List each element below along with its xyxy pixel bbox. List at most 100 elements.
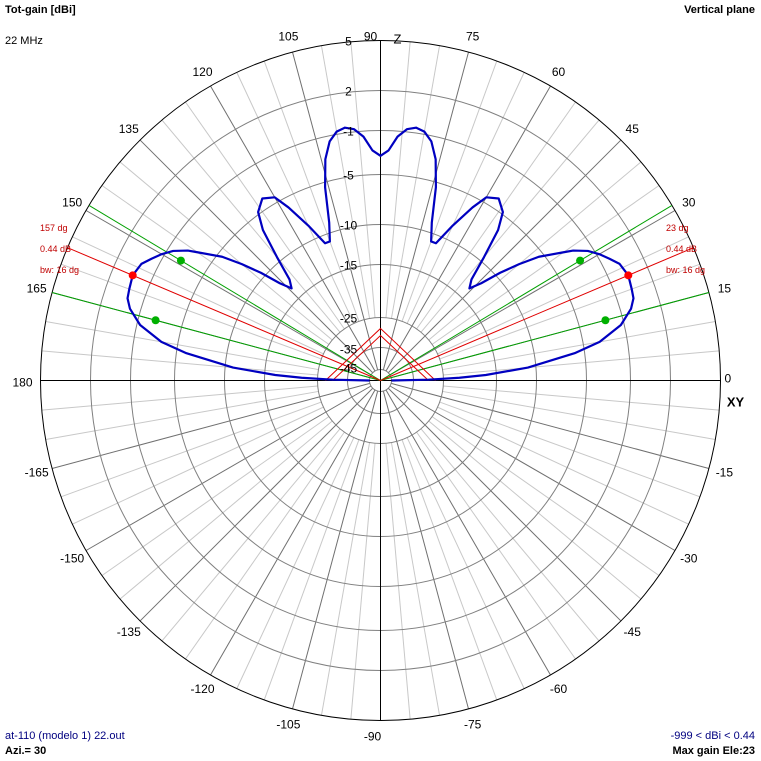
major-spoke bbox=[85, 385, 372, 551]
major-spoke bbox=[139, 139, 374, 374]
beam-marker-label: 0.44 dB bbox=[666, 244, 697, 254]
minor-spoke bbox=[401, 439, 498, 701]
max-gain-point bbox=[128, 271, 137, 280]
minor-spoke bbox=[60, 263, 322, 360]
minor-spoke bbox=[390, 442, 441, 716]
major-spoke bbox=[210, 85, 376, 372]
minor-spoke bbox=[72, 236, 324, 355]
angle-tick-label: 135 bbox=[119, 122, 139, 136]
ring-value-label: -5 bbox=[343, 169, 354, 183]
plot-title: Tot-gain [dBi] bbox=[5, 4, 76, 16]
frequency-label: 22 MHz bbox=[5, 35, 43, 47]
halfpower-line bbox=[380, 292, 710, 381]
halfpower-line bbox=[88, 204, 381, 381]
major-spoke bbox=[385, 85, 551, 372]
major-spoke bbox=[387, 387, 622, 622]
angle-tick-label: -45 bbox=[624, 625, 642, 639]
angle-tick-label: 90 bbox=[364, 30, 378, 44]
axis-label-xy: XY bbox=[727, 395, 745, 410]
grid-layer bbox=[40, 40, 721, 721]
minor-spoke bbox=[236, 72, 355, 324]
angle-tick-label: -150 bbox=[60, 552, 84, 566]
max-gain-point bbox=[624, 271, 633, 280]
axis-label-z: Z bbox=[394, 32, 402, 47]
angle-tick-label: -75 bbox=[464, 717, 482, 731]
minor-spoke bbox=[385, 41, 411, 318]
marker-layer bbox=[51, 204, 710, 381]
minor-spoke bbox=[416, 431, 576, 660]
minor-spoke bbox=[420, 119, 600, 333]
ring-value-label: 5 bbox=[345, 35, 352, 49]
minor-spoke bbox=[416, 101, 576, 330]
angle-tick-label: -30 bbox=[680, 552, 698, 566]
minor-spoke bbox=[431, 185, 660, 345]
minor-spoke bbox=[185, 101, 345, 330]
reference-triangle-inner bbox=[332, 334, 429, 381]
azimuth-label: Azi.= 30 bbox=[5, 745, 47, 757]
minor-spoke bbox=[263, 60, 360, 322]
major-spoke bbox=[389, 385, 676, 551]
ring-value-label: -10 bbox=[340, 219, 358, 233]
minor-spoke bbox=[161, 119, 341, 333]
major-spoke bbox=[85, 210, 372, 376]
beam-marker-label: 157 dg bbox=[40, 223, 68, 233]
halfpower-point bbox=[176, 256, 185, 265]
minor-spoke bbox=[320, 45, 371, 319]
major-spoke bbox=[382, 390, 469, 710]
minor-spoke bbox=[442, 320, 716, 371]
angle-tick-label: 150 bbox=[62, 196, 82, 210]
minor-spoke bbox=[428, 161, 642, 341]
ring-value-label: -45 bbox=[340, 362, 358, 376]
minor-spoke bbox=[439, 263, 701, 360]
beam-marker-label: 0.44 dB bbox=[40, 244, 71, 254]
ring-value-label: -25 bbox=[340, 312, 358, 326]
radiation-pattern bbox=[126, 126, 635, 382]
angle-tick-label: 15 bbox=[718, 281, 732, 295]
minor-spoke bbox=[101, 185, 330, 345]
minor-spoke bbox=[161, 428, 341, 642]
major-spoke bbox=[51, 382, 371, 469]
major-spoke bbox=[382, 51, 469, 371]
major-spoke bbox=[292, 390, 379, 710]
angle-tick-label: -60 bbox=[550, 682, 568, 696]
angle-tick-label: 120 bbox=[192, 65, 212, 79]
minor-spoke bbox=[320, 442, 371, 716]
minor-spoke bbox=[428, 420, 642, 600]
major-spoke bbox=[387, 139, 622, 374]
beam-marker-label: bw: 16 dg bbox=[40, 265, 79, 275]
major-spoke bbox=[139, 387, 374, 622]
minor-spoke bbox=[437, 236, 689, 355]
minor-spoke bbox=[442, 390, 716, 441]
minor-spoke bbox=[350, 443, 376, 720]
minor-spoke bbox=[41, 350, 318, 376]
minor-spoke bbox=[350, 41, 376, 318]
angle-tick-label: -120 bbox=[190, 682, 214, 696]
minor-spoke bbox=[431, 416, 660, 576]
minor-spoke bbox=[60, 401, 322, 498]
major-spoke bbox=[389, 210, 676, 376]
major-spoke bbox=[292, 51, 379, 371]
major-spoke bbox=[210, 389, 376, 676]
angle-tick-label: 75 bbox=[466, 30, 480, 44]
minor-spoke bbox=[443, 350, 720, 376]
halfpower-point bbox=[151, 316, 160, 325]
minor-spoke bbox=[236, 437, 355, 689]
minor-spoke bbox=[101, 416, 330, 576]
angle-tick-label: 45 bbox=[626, 122, 640, 136]
major-spoke bbox=[385, 389, 551, 676]
plane-label: Vertical plane bbox=[684, 4, 755, 16]
halfpower-point bbox=[576, 256, 585, 265]
angle-tick-label: 180 bbox=[12, 376, 32, 390]
minor-spoke bbox=[401, 60, 498, 322]
angle-tick-label: 60 bbox=[552, 65, 566, 79]
minor-spoke bbox=[390, 45, 441, 319]
beam-marker-label: bw: 16 dg bbox=[666, 265, 705, 275]
minor-spoke bbox=[41, 385, 318, 411]
major-spoke bbox=[390, 382, 710, 469]
angle-tick-label: -135 bbox=[117, 625, 141, 639]
max-gain-line bbox=[67, 247, 381, 381]
angle-tick-label: 0 bbox=[725, 372, 732, 386]
angle-tick-label: 30 bbox=[682, 196, 696, 210]
minor-spoke bbox=[443, 385, 720, 411]
